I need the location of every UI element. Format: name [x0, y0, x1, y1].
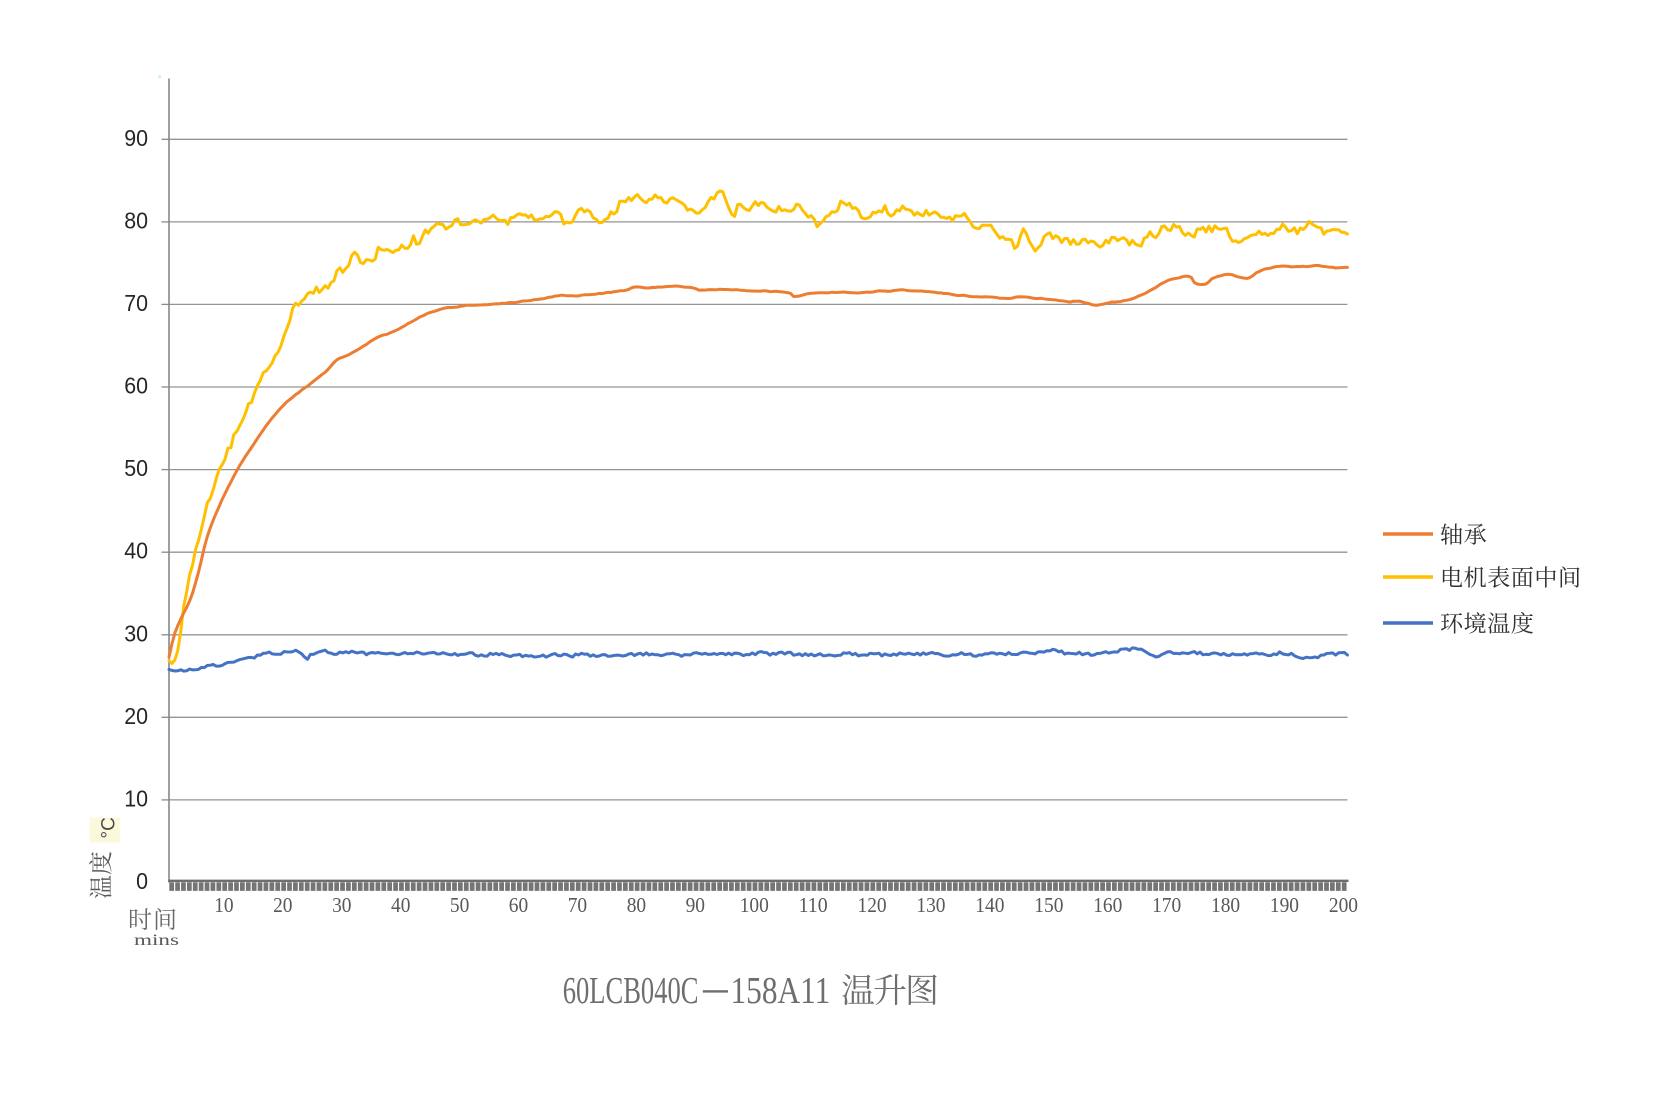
svg-text:90: 90 [124, 125, 148, 151]
svg-text:20: 20 [273, 893, 292, 917]
svg-text:130: 130 [916, 893, 945, 917]
svg-text:70: 70 [568, 893, 587, 917]
svg-text:30: 30 [332, 893, 351, 917]
svg-text:158A11: 158A11 [731, 970, 831, 1012]
svg-text:120: 120 [858, 893, 887, 917]
svg-text:30: 30 [124, 620, 148, 646]
svg-text:40: 40 [391, 893, 410, 917]
svg-text:10: 10 [214, 893, 233, 917]
svg-text:200: 200 [1329, 893, 1358, 917]
svg-text:180: 180 [1211, 893, 1240, 917]
svg-text:160: 160 [1093, 893, 1122, 917]
svg-text:mins: mins [134, 932, 179, 949]
svg-text:50: 50 [450, 893, 469, 917]
svg-text:90: 90 [686, 893, 705, 917]
svg-text:10: 10 [124, 785, 148, 811]
svg-text:80: 80 [124, 207, 148, 233]
svg-text:60: 60 [509, 893, 528, 917]
svg-text:190: 190 [1270, 893, 1299, 917]
svg-text:°C: °C [99, 817, 120, 838]
svg-text:140: 140 [975, 893, 1004, 917]
svg-text:0: 0 [136, 868, 148, 894]
svg-text:40: 40 [124, 538, 148, 564]
svg-text:60LCB040C: 60LCB040C [563, 970, 699, 1012]
svg-text:60: 60 [124, 373, 148, 399]
svg-text:170: 170 [1152, 893, 1181, 917]
svg-text:50: 50 [124, 455, 148, 481]
svg-text:110: 110 [799, 893, 828, 917]
svg-text:20: 20 [124, 703, 148, 729]
svg-text:80: 80 [627, 893, 646, 917]
svg-text:100: 100 [740, 893, 769, 917]
svg-text:150: 150 [1034, 893, 1063, 917]
svg-text:70: 70 [124, 290, 148, 316]
